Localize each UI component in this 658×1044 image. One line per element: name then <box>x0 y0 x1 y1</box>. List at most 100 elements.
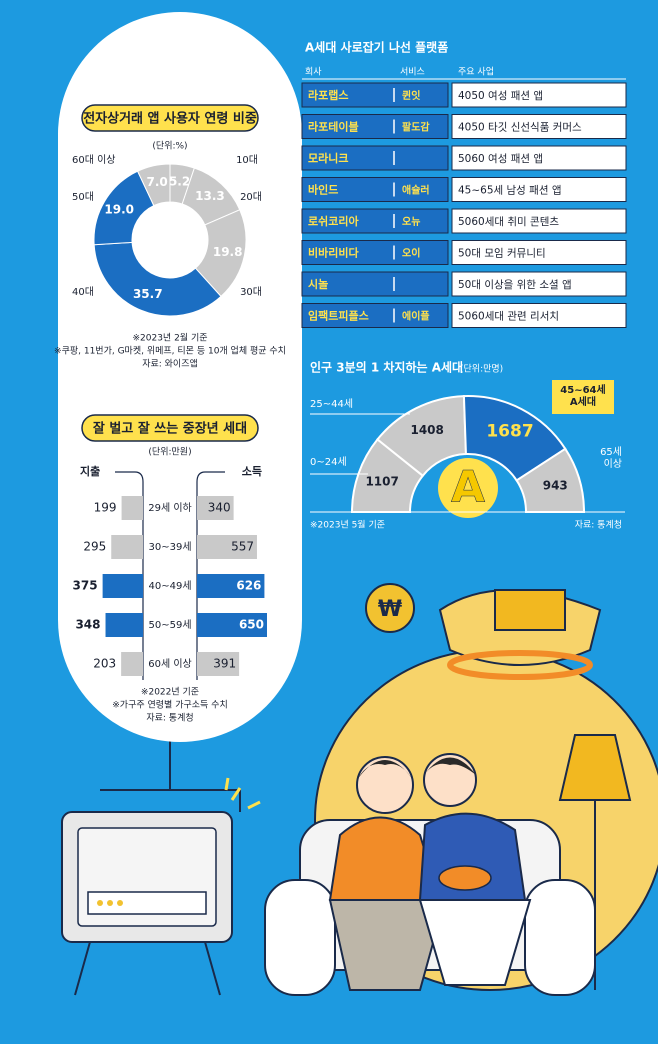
company-cell <box>301 145 449 171</box>
note: ※2023년 2월 기준 <box>132 332 207 344</box>
business-desc: 4050 여성 패션 앱 <box>458 90 543 102</box>
business-cell <box>451 240 627 265</box>
bar <box>197 574 265 598</box>
value-label: 943 <box>543 479 568 493</box>
category-label: 30대 <box>240 286 262 298</box>
company-cell <box>301 208 449 234</box>
bar <box>102 574 143 598</box>
company-name: 시놀 <box>308 278 328 291</box>
sparkle <box>224 777 261 810</box>
value-label: 348 <box>75 618 100 632</box>
note: 자료: 통계청 <box>575 519 622 531</box>
chart-title: 잘 벌고 잘 쓰는 중장년 세대 <box>93 421 247 437</box>
bracket <box>115 471 144 680</box>
value-label: 1107 <box>365 474 398 488</box>
subtitle: (단위:만원) <box>148 447 191 458</box>
note: ※2022년 기준 <box>141 687 199 698</box>
bar <box>197 652 240 676</box>
business-desc: 5060세대 관련 리서치 <box>458 311 559 323</box>
sofa-arm <box>524 879 596 996</box>
value-label: 19.0 <box>104 202 134 216</box>
bar <box>111 535 143 559</box>
value-label: 650 <box>239 618 264 632</box>
business-cell <box>451 303 627 328</box>
center-badge <box>438 458 498 518</box>
table-header: 주요 사업 <box>458 67 494 78</box>
bar <box>121 652 143 676</box>
business-desc: 4050 타깃 신선식품 커머스 <box>458 122 582 134</box>
coin-symbol: ₩ <box>378 597 402 622</box>
business-cell <box>451 145 627 171</box>
subtitle: (단위:%) <box>152 141 187 152</box>
table-header: 회사 <box>305 67 322 78</box>
business-desc: 45~65세 남성 패션 앱 <box>458 185 562 197</box>
service-name: 오이 <box>402 247 420 260</box>
service-name: 애슐러 <box>402 184 430 197</box>
table-title: A세대 사로잡기 나선 플랫폼 <box>305 40 448 55</box>
value-label: 7.0 <box>146 175 167 189</box>
bar <box>197 496 234 520</box>
category-label: 0~24세 <box>310 456 347 468</box>
business-cell <box>451 271 627 297</box>
tv-button <box>117 900 123 906</box>
title-badge <box>81 104 259 132</box>
tv-button <box>97 900 103 906</box>
tv-button <box>107 900 113 906</box>
bar <box>197 535 257 559</box>
bar <box>197 613 267 637</box>
company-cell <box>301 177 449 202</box>
bar <box>105 613 143 637</box>
cat <box>438 865 492 891</box>
company-cell <box>301 240 449 265</box>
service-name: 퀸잇 <box>402 90 420 102</box>
bag-rope <box>447 650 593 680</box>
gold-bar <box>494 589 566 631</box>
value-label: 391 <box>213 657 236 671</box>
category-label: 29세 이하 <box>148 501 192 514</box>
company-cell <box>301 271 449 297</box>
business-desc: 50대 모임 커뮤니티 <box>458 247 546 260</box>
series-label: 지출 <box>80 464 100 478</box>
business-cell <box>451 177 627 202</box>
man-hair <box>424 757 476 775</box>
company-name: 로쉬코리아 <box>308 214 359 228</box>
service-name: 오뉴 <box>402 216 420 228</box>
value-label: 5.2 <box>169 174 190 188</box>
category-label: 40~49세 <box>148 580 191 592</box>
category-label: 65세 이상 <box>600 446 622 470</box>
donut-segment <box>93 241 222 317</box>
category-label: 50~59세 <box>148 619 191 631</box>
value-label: 35.7 <box>133 287 163 301</box>
category-label: 30~39세 <box>148 541 191 553</box>
company-name: 임팩트피플스 <box>308 309 369 323</box>
bar <box>121 496 143 520</box>
business-cell <box>451 114 627 139</box>
center-label: A <box>451 462 485 513</box>
note: ※가구주 연령별 가구소득 수치 <box>112 699 227 711</box>
chart-title: 인구 3분의 1 차지하는 A세대 <box>310 360 463 375</box>
company-name: 모라니크 <box>308 151 348 165</box>
company-cell <box>301 82 449 108</box>
table-header: 서비스 <box>400 67 425 78</box>
bracket <box>196 471 225 680</box>
company-name: 라포테이블 <box>308 120 359 134</box>
category-label: 40대 <box>72 286 94 298</box>
subtitle: (단위:만명) <box>460 364 503 375</box>
value-label: 13.3 <box>195 189 225 203</box>
company-cell <box>301 114 449 139</box>
category-label: 50대 <box>72 191 94 203</box>
man-legs <box>418 899 532 986</box>
company-cell <box>301 303 449 328</box>
series-label: 소득 <box>242 465 262 478</box>
category-label: 20대 <box>240 191 262 203</box>
donut-segment <box>136 163 171 207</box>
man-head <box>423 753 477 807</box>
value-label: 295 <box>83 540 106 554</box>
service-name: 에이플 <box>402 310 430 323</box>
note: 자료: 와이즈앱 <box>142 358 198 370</box>
service-name: 팔도감 <box>402 121 430 134</box>
note: ※2023년 5월 기준 <box>310 519 385 531</box>
chart-title: 전자상거래 앱 사용자 연령 비중 <box>83 111 257 127</box>
sofa-arm <box>264 879 336 996</box>
